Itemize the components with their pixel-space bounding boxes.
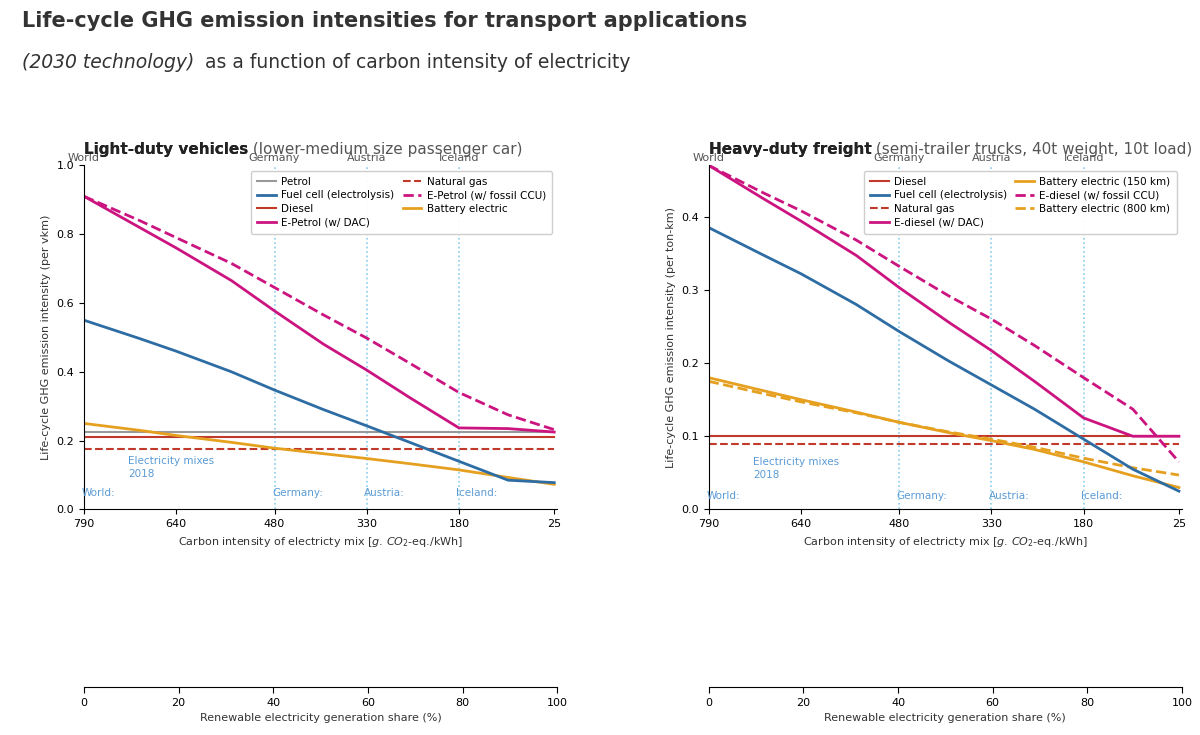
Text: Germany:: Germany: [272, 489, 323, 498]
X-axis label: Carbon intensity of electricty mix [$g.\,CO_2$-eq./kWh]: Carbon intensity of electricty mix [$g.\… [178, 535, 463, 549]
X-axis label: Carbon intensity of electricty mix [$g.\,CO_2$-eq./kWh]: Carbon intensity of electricty mix [$g.\… [803, 535, 1088, 549]
Text: Iceland:: Iceland: [456, 489, 498, 498]
Text: Austria:: Austria: [989, 491, 1030, 501]
Text: as a function of carbon intensity of electricity: as a function of carbon intensity of ele… [199, 53, 631, 72]
Text: Light-duty vehicles: Light-duty vehicles [84, 142, 248, 157]
Text: Austria:: Austria: [365, 489, 406, 498]
Legend: Diesel, Fuel cell (electrolysis), Natural gas, E-diesel (w/ DAC), Battery electr: Diesel, Fuel cell (electrolysis), Natura… [864, 171, 1177, 234]
Text: Heavy-duty freight: Heavy-duty freight [709, 142, 871, 157]
Text: Electricity mixes
2018: Electricity mixes 2018 [752, 456, 839, 480]
Text: Germany:: Germany: [896, 491, 948, 501]
Text: (lower-medium size passenger car): (lower-medium size passenger car) [248, 142, 523, 157]
Y-axis label: Life-cycle GHG emission intensity (per ton-km): Life-cycle GHG emission intensity (per t… [666, 207, 676, 468]
Text: Iceland:: Iceland: [1081, 491, 1122, 501]
Text: World:: World: [707, 491, 740, 501]
Text: World:: World: [82, 489, 115, 498]
Text: (semi-trailer trucks, 40t weight, 10t load): (semi-trailer trucks, 40t weight, 10t lo… [871, 142, 1193, 157]
Text: Electricity mixes
2018: Electricity mixes 2018 [128, 456, 215, 479]
Text: Light-duty vehicles: Light-duty vehicles [84, 142, 248, 157]
X-axis label: Renewable electricity generation share (%): Renewable electricity generation share (… [199, 713, 442, 723]
X-axis label: Renewable electricity generation share (%): Renewable electricity generation share (… [824, 713, 1067, 723]
Text: (2030 technology): (2030 technology) [22, 53, 194, 72]
Text: Life-cycle GHG emission intensities for transport applications: Life-cycle GHG emission intensities for … [22, 11, 746, 31]
Y-axis label: Life-cycle GHG emission intensity (per vkm): Life-cycle GHG emission intensity (per v… [41, 215, 50, 460]
Legend: Petrol, Fuel cell (electrolysis), Diesel, E-Petrol (w/ DAC), Natural gas, E-Petr: Petrol, Fuel cell (electrolysis), Diesel… [251, 171, 552, 234]
Text: Heavy-duty freight: Heavy-duty freight [709, 142, 871, 157]
